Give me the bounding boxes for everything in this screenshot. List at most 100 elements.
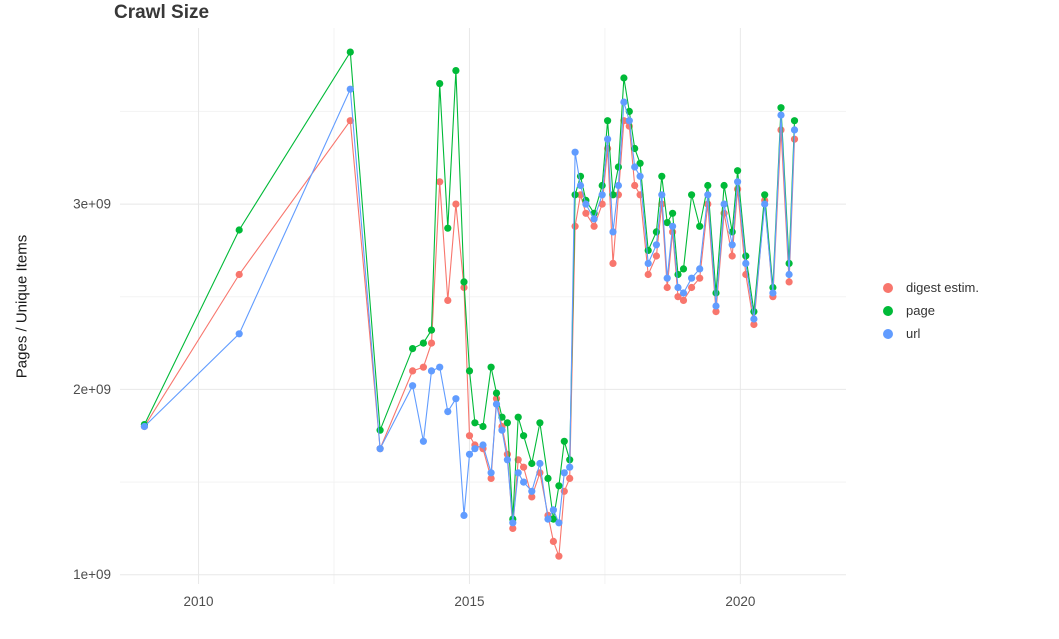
data-point-url xyxy=(544,515,552,523)
y-axis-title: Pages / Unique Items xyxy=(13,234,31,379)
legend-label-page: page xyxy=(906,303,935,318)
data-point-url xyxy=(487,469,495,477)
data-point-url xyxy=(560,469,568,477)
y-tick-label: 2e+09 xyxy=(73,382,111,397)
data-point-page xyxy=(498,413,506,421)
data-point-digest-estim xyxy=(658,200,666,208)
data-point-page xyxy=(487,363,495,371)
legend-dot-icon xyxy=(883,282,893,293)
data-point-url xyxy=(769,289,777,297)
data-point-url xyxy=(712,302,720,310)
data-point-url xyxy=(566,463,574,471)
legend-marker-url xyxy=(878,326,898,342)
data-point-url xyxy=(419,437,427,445)
data-point-page xyxy=(644,246,652,254)
data-point-url xyxy=(631,163,639,171)
data-point-url xyxy=(498,426,506,434)
data-point-url xyxy=(688,274,696,282)
legend-marker-page xyxy=(878,303,898,319)
data-point-digest-estim xyxy=(785,278,793,286)
data-point-digest-estim xyxy=(582,209,590,217)
legend-item-digest-estim: digest estim. xyxy=(878,276,979,299)
chart-title: Crawl Size xyxy=(114,2,210,23)
data-point-page xyxy=(571,191,579,199)
data-point-page xyxy=(479,422,487,431)
data-point-page xyxy=(235,226,243,234)
data-point-page xyxy=(576,172,585,180)
data-point-digest-estim xyxy=(663,283,671,292)
data-point-page xyxy=(409,345,417,353)
data-point-page xyxy=(620,74,628,82)
data-point-digest-estim xyxy=(590,222,598,230)
data-point-digest-estim xyxy=(696,274,704,282)
data-point-url xyxy=(625,117,633,125)
data-point-digest-estim xyxy=(644,270,652,279)
data-point-page xyxy=(544,474,552,482)
data-point-url xyxy=(465,450,474,458)
data-point-page xyxy=(734,167,742,175)
data-point-url xyxy=(777,111,785,119)
data-point-digest-estim xyxy=(419,363,427,371)
legend-item-url: url xyxy=(878,322,979,345)
data-point-url xyxy=(734,178,742,186)
data-point-page xyxy=(614,163,623,171)
data-point-url xyxy=(346,85,354,93)
data-point-digest-estim xyxy=(436,178,444,186)
data-point-url xyxy=(427,367,436,375)
data-point-page xyxy=(777,104,785,112)
data-point-page xyxy=(436,80,444,88)
data-point-page xyxy=(560,437,568,445)
data-point-page xyxy=(598,181,606,190)
data-point-url xyxy=(636,172,644,180)
data-point-page xyxy=(663,219,671,227)
data-point-page xyxy=(460,278,468,286)
legend-item-page: page xyxy=(878,299,979,322)
data-point-digest-estim xyxy=(777,126,785,134)
data-point-page xyxy=(652,228,661,236)
data-point-page xyxy=(696,222,704,230)
data-point-url xyxy=(140,422,148,431)
data-point-digest-estim xyxy=(509,524,517,533)
data-point-page xyxy=(742,252,750,260)
data-point-page xyxy=(688,191,696,199)
y-tick-label: 3e+09 xyxy=(73,197,111,212)
data-point-page xyxy=(520,432,528,440)
x-tick-label: 2010 xyxy=(184,594,214,609)
data-point-url xyxy=(652,241,661,249)
data-point-page xyxy=(419,339,427,347)
data-point-url xyxy=(536,459,544,468)
data-point-url xyxy=(479,441,487,449)
data-point-url xyxy=(598,191,606,199)
data-point-digest-estim xyxy=(528,493,536,501)
data-point-url xyxy=(514,469,522,477)
data-point-url xyxy=(720,200,728,208)
data-point-page xyxy=(376,426,384,434)
data-point-page xyxy=(452,67,460,75)
data-point-page xyxy=(712,289,720,297)
data-point-digest-estim xyxy=(444,296,452,304)
data-point-digest-estim xyxy=(520,463,528,471)
data-point-page xyxy=(704,181,712,190)
data-point-digest-estim xyxy=(465,432,474,440)
x-tick-label: 2020 xyxy=(725,594,755,609)
data-point-url xyxy=(658,191,666,199)
data-point-url xyxy=(436,363,444,371)
data-point-digest-estim xyxy=(571,222,579,230)
data-point-url xyxy=(742,259,750,267)
data-point-url xyxy=(528,487,536,495)
data-point-digest-estim xyxy=(598,200,606,208)
legend: digest estim. page url xyxy=(878,276,979,345)
data-point-url xyxy=(669,222,677,230)
data-point-digest-estim xyxy=(679,296,688,304)
legend-dot-icon xyxy=(883,328,893,339)
legend-dot-icon xyxy=(883,305,893,316)
data-point-url xyxy=(674,283,682,292)
data-point-url xyxy=(235,330,243,338)
data-point-url xyxy=(582,200,590,208)
legend-label-url: url xyxy=(906,326,921,341)
data-point-digest-estim xyxy=(631,181,639,190)
data-point-url xyxy=(576,181,585,190)
data-point-url xyxy=(750,315,758,323)
